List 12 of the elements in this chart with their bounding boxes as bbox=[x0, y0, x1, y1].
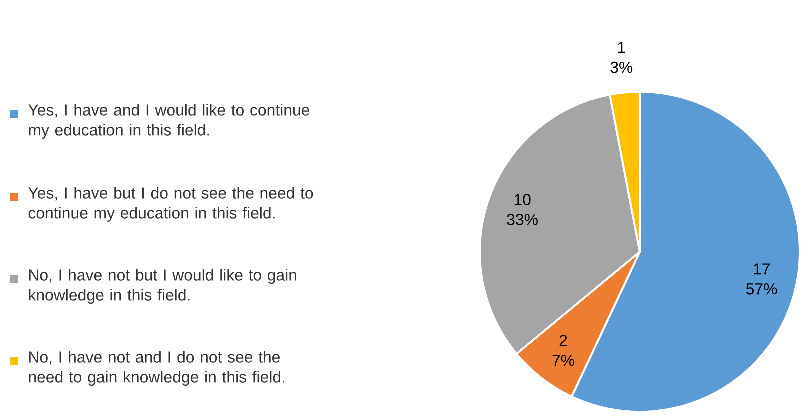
data-label: 57% bbox=[746, 284, 778, 295]
text: 10 bbox=[514, 194, 531, 206]
data-label: 3% bbox=[610, 62, 633, 74]
text: 17 bbox=[754, 264, 770, 275]
text: 2 bbox=[560, 335, 568, 346]
data-label: 33% bbox=[507, 214, 538, 226]
legend-label: Yes, I have but I do not see the need to continue my education in this field. bbox=[28, 187, 314, 222]
legend-label: No, I have not but I would like to gain knowledge in this field. bbox=[29, 269, 296, 304]
text: 1 bbox=[618, 42, 626, 54]
data-label: 7% bbox=[552, 355, 574, 366]
legend-label: Yes, I have and I would like to continue my education in this field. bbox=[28, 104, 310, 139]
legend-label: No, I have not and I do not see the need to gain knowledge in this field. bbox=[29, 351, 285, 386]
